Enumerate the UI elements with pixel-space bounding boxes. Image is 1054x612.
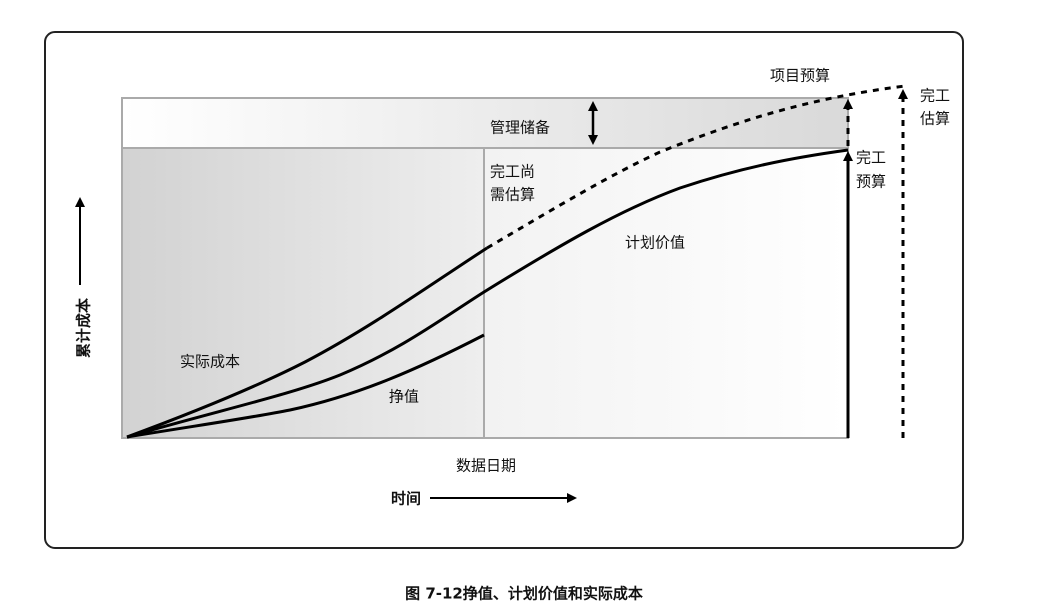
- earned-value-curve: [126, 333, 485, 439]
- label: 管理储备: [490, 119, 550, 137]
- label: 项目预算: [770, 67, 830, 85]
- label: 完工: [856, 149, 886, 167]
- label: 完工尚: [490, 163, 535, 181]
- y-axis-label: 累计成本: [75, 298, 93, 358]
- x-axis-label: 时间: [391, 490, 421, 508]
- caption: 图 7-12挣值、计划价值和实际成本: [405, 585, 643, 603]
- label: 需估算: [490, 186, 535, 204]
- label: 计划价值: [625, 234, 685, 252]
- label: 数据日期: [456, 457, 516, 475]
- label: 实际成本: [180, 353, 240, 371]
- label: 估算: [920, 110, 950, 128]
- future-region: [483, 147, 849, 439]
- actual-cost-curve: [126, 246, 488, 439]
- eac-curve: [486, 84, 906, 250]
- label: 完工: [920, 87, 950, 105]
- reserve-band: [121, 97, 849, 149]
- past-region: [121, 147, 485, 439]
- planned-value-curve: [126, 148, 849, 439]
- label: 挣值: [389, 388, 419, 406]
- label: 预算: [856, 173, 886, 191]
